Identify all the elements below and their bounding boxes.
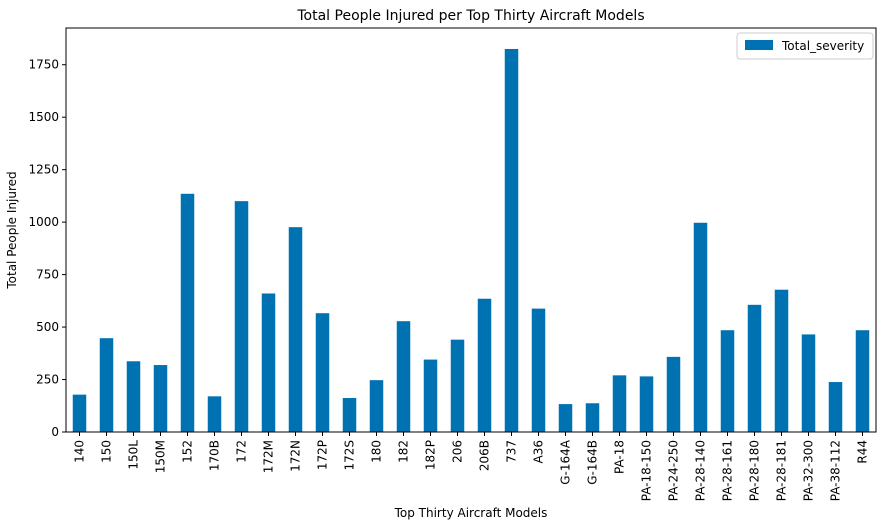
bar-G-164A (558, 404, 573, 432)
x-tick-label: PA-28-140 (694, 440, 708, 501)
bar-140 (72, 394, 87, 432)
x-tick-label: 737 (505, 440, 519, 463)
y-tick-label: 1000 (28, 215, 59, 229)
bar-PA-24-250 (666, 356, 681, 432)
x-tick-label: 182P (424, 440, 438, 470)
bar-PA-28-180 (747, 304, 762, 432)
bar-150 (99, 338, 114, 432)
bar-PA-28-161 (720, 330, 735, 432)
legend: Total_severity (736, 32, 874, 60)
x-tick-label: 180 (370, 440, 384, 463)
bar-180 (369, 380, 384, 432)
legend-label: Total_severity (781, 39, 864, 53)
y-axis-title: Total People Injured (5, 171, 19, 289)
x-tick-label: 150M (154, 440, 168, 473)
x-tick-label: PA-28-180 (748, 440, 762, 501)
bar-172S (342, 398, 357, 432)
bar-G-164B (585, 403, 600, 432)
bar-206 (450, 339, 465, 432)
bar-206B (477, 298, 492, 432)
bar-PA-18 (612, 375, 627, 432)
y-tick-label: 1250 (28, 163, 59, 177)
plot-frame (65, 27, 877, 433)
bar-PA-32-300 (801, 334, 816, 432)
y-tick-label: 250 (36, 373, 59, 387)
chart-title: Total People Injured per Top Thirty Airc… (296, 8, 644, 24)
bar-150L (126, 361, 141, 432)
x-tick-label: 140 (73, 440, 87, 463)
bar-PA-28-140 (693, 222, 708, 432)
x-tick-label: 152 (181, 440, 195, 463)
x-tick-label: G-164A (559, 439, 573, 485)
x-tick-label: 172N (289, 440, 303, 472)
x-tick-label: R44 (856, 440, 870, 464)
x-tick-label: PA-28-181 (775, 440, 789, 501)
x-tick-label: 206B (478, 440, 492, 471)
x-tick-label: 172P (316, 440, 330, 470)
y-tick-label: 0 (51, 425, 59, 439)
x-tick-label: 172M (262, 440, 276, 473)
x-tick-label: 206 (451, 440, 465, 463)
x-tick-label: PA-28-161 (721, 440, 735, 501)
bar-PA-38-112 (828, 382, 843, 432)
x-tick-label: G-164B (586, 440, 600, 485)
y-tick-label: 1750 (28, 58, 59, 72)
x-tick-label: PA-24-250 (667, 440, 681, 501)
x-axis-title: Top Thirty Aircraft Models (394, 506, 548, 520)
bar-PA-28-181 (774, 289, 789, 432)
y-tick-label: 750 (36, 268, 59, 282)
x-tick-label: PA-18 (613, 440, 627, 474)
y-tick-label: 500 (36, 320, 59, 334)
bars-group (72, 48, 870, 433)
bar-172M (261, 293, 276, 432)
x-tick-label: 172S (343, 440, 357, 471)
x-tick-label: A36 (532, 440, 546, 463)
bar-150M (153, 365, 168, 432)
bar-172N (288, 227, 303, 432)
x-axis: 140 150 150L 150M 152 170B 172 172M 172N 172P 172S… (73, 432, 870, 501)
x-tick-label: PA-18-150 (640, 440, 654, 501)
bar-PA-18-150 (639, 376, 654, 432)
bar-170B (207, 396, 222, 432)
legend-frame (736, 32, 874, 60)
bar-R44 (855, 330, 870, 432)
legend-swatch (745, 40, 773, 50)
bar-182 (396, 321, 411, 432)
x-tick-label: PA-32-300 (802, 440, 816, 501)
x-tick-label: PA-38-112 (829, 440, 843, 501)
y-axis: 0 250 500 750 1000 1250 1500 1750 (28, 58, 66, 439)
x-tick-label: 182 (397, 440, 411, 463)
y-tick-label: 1500 (28, 110, 59, 124)
x-tick-label: 172 (235, 440, 249, 463)
bar-172P (315, 313, 330, 432)
bar-737 (504, 48, 519, 433)
bar-182P (423, 359, 438, 432)
x-tick-label: 150L (127, 440, 141, 470)
x-tick-label: 150 (100, 440, 114, 463)
bar-152 (180, 193, 195, 432)
bar-172 (234, 201, 249, 432)
bar-A36 (531, 308, 546, 432)
x-tick-label: 170B (208, 440, 222, 471)
